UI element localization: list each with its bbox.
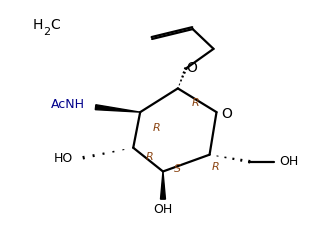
Text: OH: OH	[279, 155, 299, 168]
Text: S: S	[174, 165, 181, 175]
Text: O: O	[221, 107, 232, 121]
Text: R: R	[212, 162, 219, 172]
Text: 2: 2	[43, 27, 50, 37]
Polygon shape	[95, 105, 140, 112]
Text: R: R	[145, 152, 153, 162]
Text: O: O	[186, 61, 197, 75]
Text: C: C	[50, 18, 60, 32]
Text: H: H	[33, 18, 43, 32]
Polygon shape	[160, 172, 165, 199]
Text: AcNH: AcNH	[51, 98, 85, 111]
Text: R: R	[153, 123, 161, 133]
Text: R: R	[192, 98, 200, 108]
Text: HO: HO	[54, 152, 74, 165]
Text: OH: OH	[153, 202, 173, 216]
